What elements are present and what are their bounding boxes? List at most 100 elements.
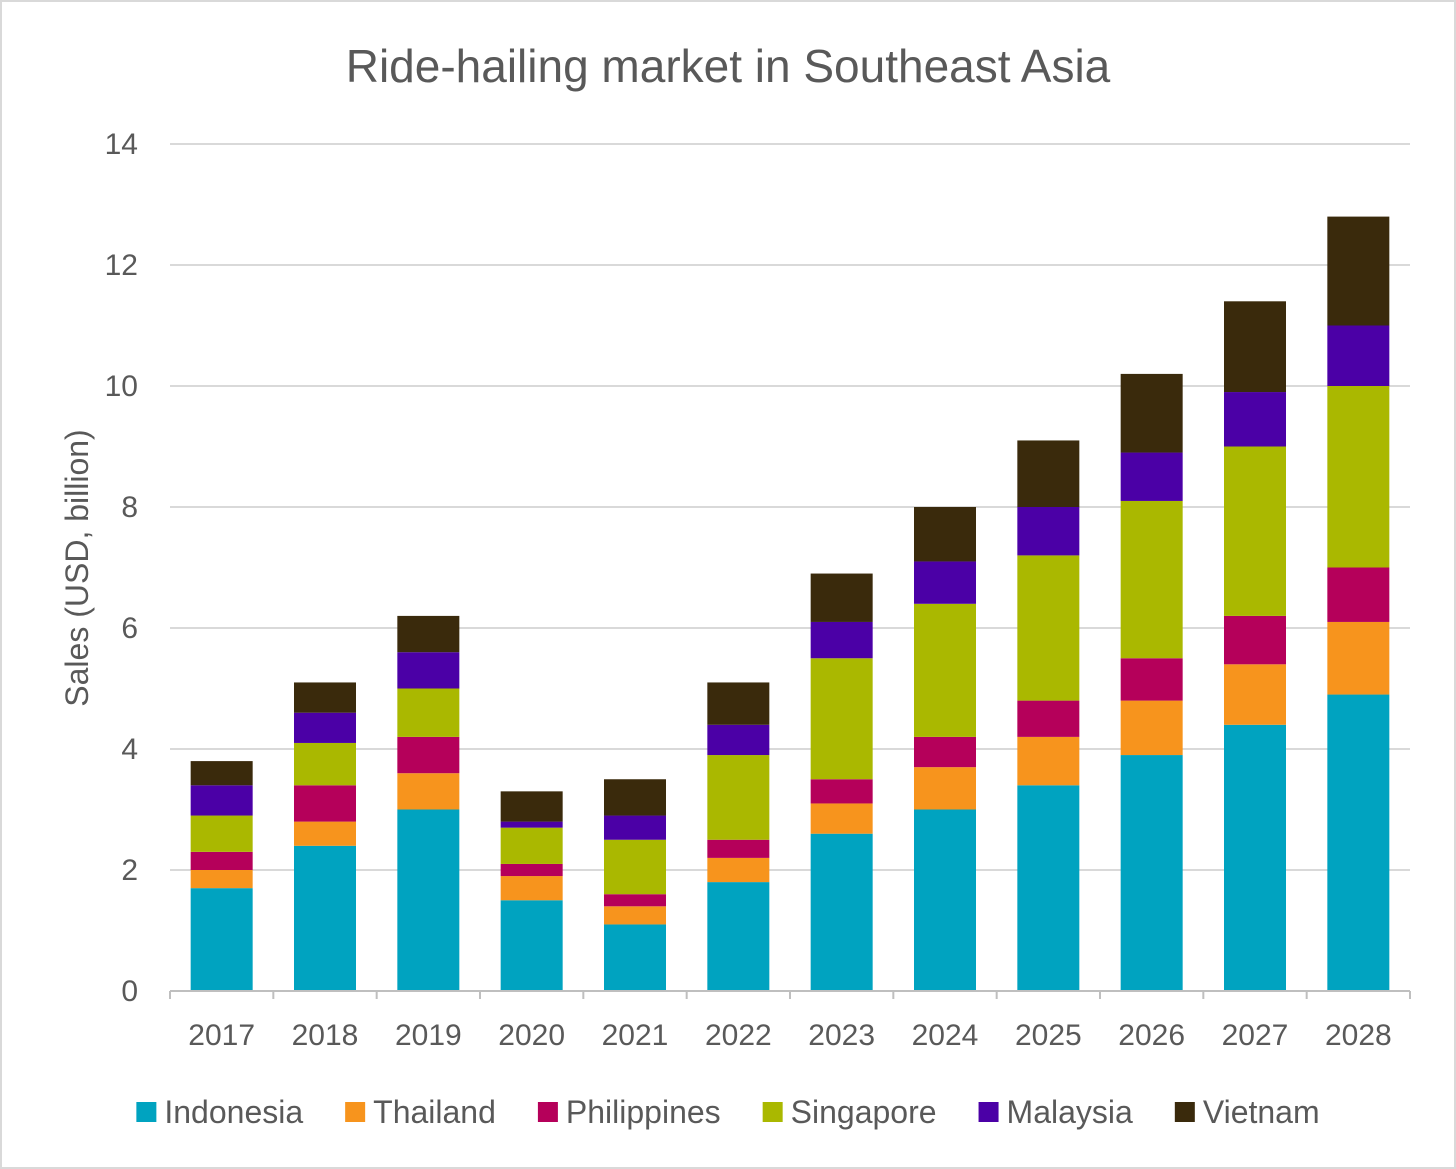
x-tick-label: 2027 — [1222, 1019, 1289, 1052]
bar-segment-philippines-2022 — [707, 839, 770, 858]
x-tick-label: 2018 — [292, 1019, 359, 1052]
legend-label: Philippines — [566, 1094, 721, 1130]
bar-stack-2018 — [294, 682, 356, 991]
bar-segment-indonesia-2023 — [810, 833, 873, 991]
bar-segment-malaysia-2022 — [707, 724, 770, 756]
x-tick-label: 2028 — [1325, 1019, 1392, 1052]
bar-stack-2028 — [1327, 216, 1390, 991]
legend-item-thailand: Thailand — [345, 1094, 496, 1130]
legend-swatch — [1174, 1102, 1195, 1122]
x-axis-ticks: 2017 2018 2019 2020 2021 2022 2023 2024 2025 2026… — [188, 1019, 1391, 1052]
x-tick-label: 2022 — [705, 1019, 772, 1052]
bar-segment-malaysia-2023 — [810, 621, 873, 659]
bar-segment-vietnam-2024 — [914, 507, 976, 562]
bar-stack-2020 — [500, 791, 563, 991]
legend: Indonesia Thailand Philippines Singapore Mal… — [136, 1094, 1320, 1130]
legend-swatch — [978, 1102, 999, 1122]
bar-stack-2026 — [1120, 373, 1183, 991]
bar-segment-thailand-2024 — [914, 767, 976, 810]
bar-segment-malaysia-2019 — [397, 652, 460, 689]
bar-segment-thailand-2028 — [1327, 621, 1390, 695]
bar-segment-indonesia-2024 — [914, 809, 976, 991]
bar-segment-singapore-2023 — [810, 658, 873, 780]
bar-segment-philippines-2017 — [190, 851, 253, 870]
x-tick-label: 2020 — [498, 1019, 565, 1052]
bar-segment-malaysia-2021 — [604, 815, 666, 840]
bar-segment-singapore-2025 — [1017, 555, 1080, 701]
bar-segment-indonesia-2025 — [1017, 785, 1080, 991]
y-tick-label: 12 — [105, 249, 138, 282]
legend-swatch — [136, 1102, 157, 1122]
bar-segment-vietnam-2025 — [1017, 440, 1080, 507]
bar-segment-singapore-2021 — [604, 839, 666, 895]
bar-segment-singapore-2028 — [1327, 386, 1390, 568]
bar-segment-malaysia-2018 — [294, 712, 356, 743]
bar-stack-2025 — [1017, 440, 1080, 991]
bar-segment-indonesia-2022 — [707, 882, 770, 991]
bar-segment-thailand-2021 — [604, 906, 666, 925]
bar-segment-singapore-2017 — [190, 815, 253, 852]
bar-segment-vietnam-2021 — [604, 779, 666, 816]
bar-segment-singapore-2026 — [1120, 500, 1183, 659]
legend-item-vietnam: Vietnam — [1174, 1094, 1320, 1130]
bar-segment-malaysia-2027 — [1224, 392, 1286, 447]
bar-segment-thailand-2020 — [500, 876, 563, 901]
x-tick-label: 2019 — [395, 1019, 462, 1052]
bars — [190, 216, 1390, 991]
y-axis-label: Sales (USD, billion) — [59, 429, 95, 706]
bar-segment-indonesia-2017 — [190, 888, 253, 991]
bar-segment-singapore-2027 — [1224, 446, 1286, 616]
legend-item-singapore: Singapore — [762, 1094, 937, 1130]
bar-stack-2019 — [397, 615, 460, 991]
bar-segment-malaysia-2024 — [914, 561, 976, 604]
bar-segment-thailand-2025 — [1017, 736, 1080, 786]
bar-stack-2021 — [604, 779, 666, 991]
x-tick-label: 2025 — [1015, 1019, 1082, 1052]
bar-segment-malaysia-2028 — [1327, 325, 1390, 386]
bar-segment-thailand-2017 — [190, 870, 253, 889]
bar-segment-indonesia-2028 — [1327, 694, 1390, 991]
legend-swatch — [345, 1102, 366, 1122]
bar-segment-thailand-2018 — [294, 821, 356, 846]
bar-segment-philippines-2020 — [500, 863, 563, 877]
bar-segment-philippines-2024 — [914, 736, 976, 768]
bar-segment-vietnam-2019 — [397, 615, 460, 653]
bar-segment-indonesia-2019 — [397, 809, 460, 991]
bar-segment-vietnam-2017 — [190, 761, 253, 786]
bar-segment-thailand-2023 — [810, 803, 873, 834]
x-axis — [169, 990, 1411, 999]
legend-item-philippines: Philippines — [537, 1094, 721, 1130]
bar-segment-vietnam-2027 — [1224, 301, 1286, 393]
bar-segment-vietnam-2023 — [810, 573, 873, 622]
bar-segment-philippines-2021 — [604, 894, 666, 907]
bar-segment-indonesia-2018 — [294, 845, 356, 991]
y-tick-label: 10 — [105, 370, 138, 403]
legend-swatch — [762, 1102, 783, 1122]
bar-segment-philippines-2025 — [1017, 700, 1080, 737]
legend-label: Indonesia — [164, 1094, 303, 1130]
y-tick-label: 14 — [105, 128, 138, 161]
bar-segment-thailand-2022 — [707, 857, 770, 883]
gridlines — [170, 143, 1410, 871]
bar-segment-malaysia-2017 — [190, 785, 253, 816]
bar-segment-vietnam-2018 — [294, 682, 356, 713]
legend-item-malaysia: Malaysia — [978, 1094, 1133, 1130]
bar-segment-philippines-2026 — [1120, 658, 1183, 701]
bar-segment-indonesia-2021 — [604, 924, 666, 991]
bar-segment-philippines-2028 — [1327, 567, 1390, 622]
y-tick-label: 8 — [121, 491, 138, 524]
bar-segment-philippines-2023 — [810, 779, 873, 804]
legend-label: Malaysia — [1007, 1094, 1133, 1130]
x-tick-label: 2023 — [808, 1019, 875, 1052]
y-tick-label: 6 — [121, 612, 138, 645]
y-tick-label: 2 — [121, 854, 138, 887]
legend-label: Vietnam — [1203, 1094, 1320, 1130]
bar-segment-singapore-2022 — [707, 755, 770, 840]
bar-stack-2017 — [190, 761, 253, 991]
x-tick-label: 2026 — [1118, 1019, 1185, 1052]
bar-segment-vietnam-2028 — [1327, 216, 1390, 326]
y-tick-label: 0 — [121, 975, 138, 1008]
bar-segment-malaysia-2025 — [1017, 507, 1080, 556]
x-tick-label: 2021 — [602, 1019, 669, 1052]
